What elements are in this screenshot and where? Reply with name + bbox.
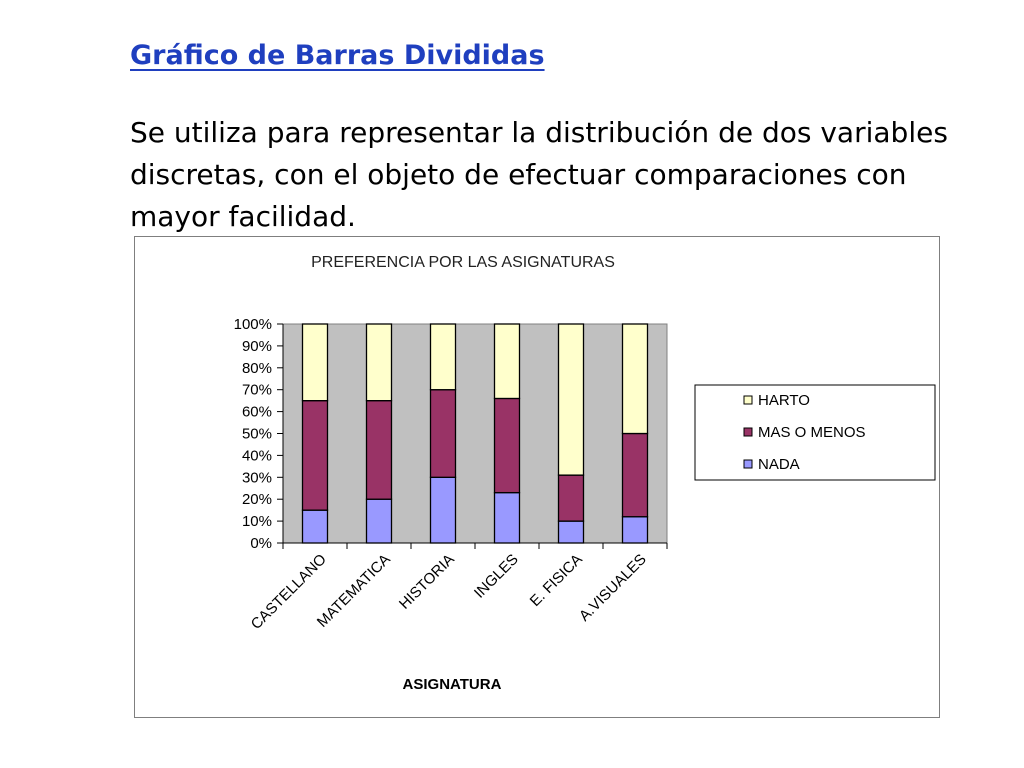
x-tick-label: E. FISICA: [527, 551, 586, 610]
bar-segment-mas-o-menos: [301, 399, 329, 511]
x-tick-label: INGLES: [471, 551, 522, 602]
bar-segment-nada: [365, 498, 393, 544]
bar-segment-harto: [493, 323, 521, 400]
legend: HARTO MAS O MENOS NADA: [694, 384, 936, 481]
bar-segment-mas-o-menos: [621, 432, 649, 518]
bar-segment-nada: [301, 509, 329, 544]
y-axis: 0% 10% 20% 30% 40% 50% 60% 70% 80% 90% 100%: [234, 316, 284, 552]
y-tick-label: 30%: [242, 469, 272, 486]
bar-segment-harto: [429, 323, 457, 391]
y-tick-label: 40%: [242, 447, 272, 464]
legend-label: NADA: [758, 456, 800, 473]
y-tick-label: 20%: [242, 491, 272, 508]
bar-segment-mas-o-menos: [365, 399, 393, 500]
bar-segment-harto: [621, 323, 649, 435]
y-tick-label: 80%: [242, 360, 272, 377]
bar-segment-nada: [557, 520, 585, 544]
x-tick-label: A.VISUALES: [576, 551, 650, 625]
y-tick-label: 60%: [242, 404, 272, 421]
bar-segment-harto: [557, 323, 585, 476]
y-tick-label: 0%: [250, 535, 272, 552]
y-tick-label: 70%: [242, 382, 272, 399]
legend-swatch: [743, 427, 753, 437]
legend-box: [694, 384, 936, 481]
y-tick-label: 10%: [242, 513, 272, 530]
bar-segment-nada: [621, 516, 649, 544]
slide-title: Gráfico de Barras Divididas: [130, 40, 545, 71]
bar-segment-harto: [301, 323, 329, 402]
bar-segment-harto: [365, 323, 393, 402]
x-tick-label: HISTORIA: [396, 551, 458, 613]
legend-swatch: [743, 395, 753, 405]
bar-segment-mas-o-menos: [557, 474, 585, 522]
x-axis-label: ASIGNATURA: [403, 676, 502, 693]
y-tick-label: 100%: [234, 316, 272, 333]
bar-segment-mas-o-menos: [429, 389, 457, 478]
chart-title: PREFERENCIA POR LAS ASIGNATURAS: [311, 254, 615, 271]
bar-segment-nada: [493, 491, 521, 544]
slide-body-text: Se utiliza para representar la distribuc…: [130, 116, 948, 233]
legend-label: HARTO: [758, 392, 810, 409]
bar-segment-mas-o-menos: [493, 397, 521, 494]
plot-area: [282, 323, 668, 544]
chart-frame: PREFERENCIA POR LAS ASIGNATURAS 0% 10% 20%…: [134, 236, 940, 718]
bar-segment-nada: [429, 476, 457, 544]
stacked-bar-chart: PREFERENCIA POR LAS ASIGNATURAS 0% 10% 20%…: [234, 254, 936, 693]
y-tick-label: 90%: [242, 338, 272, 355]
legend-label: MAS O MENOS: [758, 424, 866, 441]
bars-group: [301, 323, 649, 544]
y-tick-label: 50%: [242, 426, 272, 443]
legend-swatch: [743, 459, 753, 469]
